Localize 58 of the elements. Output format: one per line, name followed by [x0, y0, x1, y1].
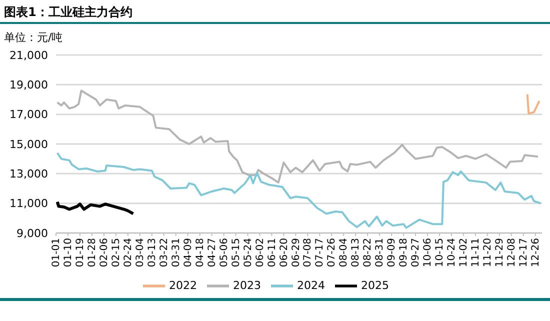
x-tick-label: 10-24: [446, 238, 458, 268]
x-tick-label: 07-26: [326, 238, 338, 268]
y-tick-label: 13,000: [10, 168, 48, 181]
x-tick-label: 04-09: [182, 238, 194, 268]
x-tick-label: 11-20: [482, 238, 494, 268]
x-tick-label: 05-15: [230, 238, 242, 268]
line-series: [56, 200, 135, 216]
legend-label: 2022: [169, 279, 197, 292]
x-tick-label: 09-18: [398, 238, 410, 268]
x-tick-label: 07-08: [302, 238, 314, 268]
legend-label: 2023: [233, 279, 261, 292]
x-tick-label: 11-02: [458, 238, 470, 268]
x-tick-label: 06-02: [254, 238, 266, 268]
y-tick-label: 19,000: [10, 78, 48, 92]
x-tick-label: 09-27: [410, 238, 422, 268]
x-tick-label: 02-06: [99, 238, 110, 268]
x-tick-label: 01-19: [75, 238, 86, 268]
x-tick-label: 05-06: [218, 238, 230, 268]
chart-title: 图表1：工业硅主力合约: [4, 4, 132, 21]
x-tick-label: 06-11: [266, 238, 278, 268]
x-tick-label: 12-08: [506, 238, 518, 268]
x-tick-label: 12-17: [518, 238, 530, 268]
x-tick-label: 01-28: [87, 238, 98, 268]
x-tick-label: 04-18: [194, 238, 206, 268]
line-series: [56, 152, 542, 229]
y-tick-label: 21,000: [10, 48, 48, 62]
x-tick-label: 03-13: [146, 238, 158, 268]
x-tick-label: 08-31: [374, 238, 386, 268]
legend-label: 2025: [361, 279, 389, 292]
x-tick-label: 03-31: [170, 238, 182, 268]
x-tick-label: 08-22: [362, 238, 374, 268]
x-tick-label: 12-26: [530, 238, 542, 268]
x-tick-label: 02-24: [123, 238, 134, 268]
legend-label: 2024: [297, 279, 325, 292]
x-tick-label: 06-29: [290, 238, 302, 268]
x-tick-label: 03-04: [134, 238, 146, 268]
x-tick-label: 01-01: [51, 238, 62, 268]
line-series: [526, 93, 540, 115]
x-tick-label: 10-06: [422, 238, 434, 268]
x-tick-label: 02-15: [111, 238, 122, 268]
y-tick-label: 17,000: [10, 108, 48, 122]
x-tick-label: 11-11: [470, 238, 482, 268]
x-tick-label: 03-22: [158, 238, 170, 268]
x-tick-label: 08-13: [350, 238, 362, 268]
y-axis-title: 单位：元/吨: [4, 30, 63, 45]
x-tick-label: 10-15: [434, 238, 446, 268]
x-tick-label: 06-20: [278, 238, 290, 268]
line-series: [56, 90, 540, 184]
x-tick-label: 01-10: [63, 238, 74, 268]
x-tick-label: 07-17: [314, 238, 326, 268]
y-tick-label: 15,000: [10, 138, 48, 151]
x-tick-label: 08-04: [338, 238, 350, 268]
y-tick-label: 9,000: [16, 226, 48, 240]
x-tick-label: 11-29: [494, 238, 506, 268]
x-tick-label: 09-09: [386, 238, 398, 268]
x-tick-label: 05-24: [242, 238, 254, 268]
x-tick-label: 04-27: [206, 238, 218, 268]
y-tick-label: 11,000: [10, 197, 48, 210]
